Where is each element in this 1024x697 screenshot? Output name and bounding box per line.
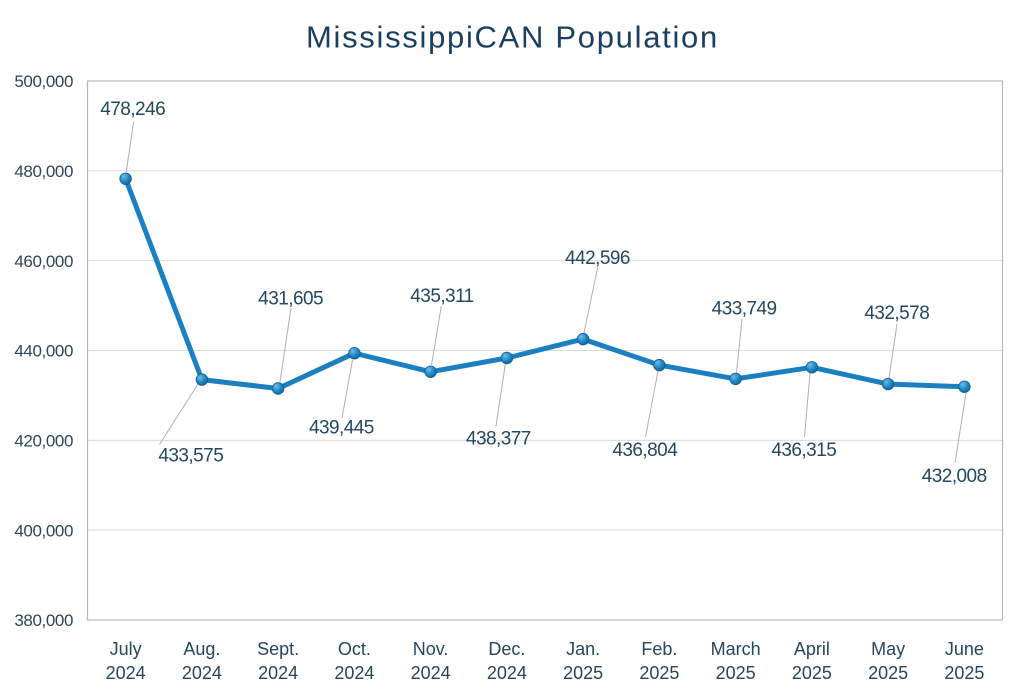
svg-text:438,377: 438,377 bbox=[466, 428, 531, 449]
svg-text:460,000: 460,000 bbox=[14, 252, 73, 271]
svg-text:June: June bbox=[945, 639, 984, 659]
svg-text:380,000: 380,000 bbox=[14, 611, 73, 630]
svg-text:April: April bbox=[794, 639, 830, 659]
svg-text:478,246: 478,246 bbox=[100, 99, 165, 120]
svg-text:500,000: 500,000 bbox=[14, 72, 73, 91]
svg-text:436,804: 436,804 bbox=[612, 440, 678, 461]
svg-text:MississippiCAN Population: MississippiCAN Population bbox=[306, 20, 719, 55]
svg-text:2024: 2024 bbox=[106, 663, 146, 683]
svg-text:432,578: 432,578 bbox=[864, 303, 929, 324]
svg-text:Nov.: Nov. bbox=[413, 639, 449, 659]
svg-text:2025: 2025 bbox=[868, 663, 908, 683]
svg-text:436,315: 436,315 bbox=[771, 440, 836, 461]
svg-text:2025: 2025 bbox=[563, 663, 603, 683]
svg-text:March: March bbox=[711, 639, 761, 659]
svg-text:2025: 2025 bbox=[639, 663, 679, 683]
svg-text:July: July bbox=[110, 639, 142, 659]
svg-text:2024: 2024 bbox=[334, 663, 374, 683]
svg-text:2024: 2024 bbox=[182, 663, 222, 683]
svg-text:432,008: 432,008 bbox=[922, 466, 987, 487]
svg-text:400,000: 400,000 bbox=[14, 521, 73, 540]
svg-text:433,575: 433,575 bbox=[158, 446, 223, 467]
svg-text:2025: 2025 bbox=[716, 663, 756, 683]
svg-text:2024: 2024 bbox=[411, 663, 451, 683]
svg-text:May: May bbox=[871, 639, 905, 659]
svg-text:Jan.: Jan. bbox=[566, 639, 600, 659]
svg-text:Dec.: Dec. bbox=[488, 639, 525, 659]
svg-text:2025: 2025 bbox=[792, 663, 832, 683]
svg-text:439,445: 439,445 bbox=[309, 418, 374, 439]
svg-text:2024: 2024 bbox=[487, 663, 527, 683]
svg-text:2025: 2025 bbox=[944, 663, 984, 683]
svg-text:480,000: 480,000 bbox=[14, 162, 73, 181]
svg-text:431,605: 431,605 bbox=[258, 288, 323, 309]
svg-text:440,000: 440,000 bbox=[14, 342, 73, 361]
svg-text:420,000: 420,000 bbox=[14, 432, 73, 451]
svg-text:Oct.: Oct. bbox=[338, 639, 371, 659]
svg-text:Sept.: Sept. bbox=[257, 639, 299, 659]
svg-text:Aug.: Aug. bbox=[183, 639, 220, 659]
svg-text:433,749: 433,749 bbox=[712, 298, 777, 319]
svg-text:2024: 2024 bbox=[258, 663, 298, 683]
svg-text:435,311: 435,311 bbox=[410, 286, 473, 307]
svg-text:442,596: 442,596 bbox=[565, 248, 630, 269]
svg-text:Feb.: Feb. bbox=[641, 639, 677, 659]
